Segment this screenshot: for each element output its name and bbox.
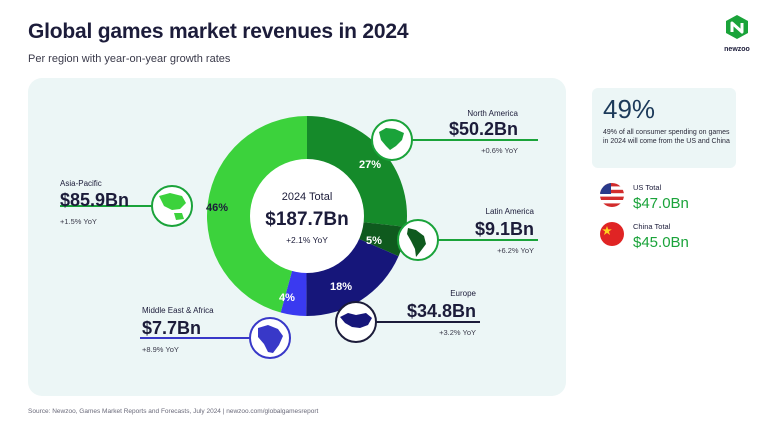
us-total-value: $47.0Bn — [633, 195, 689, 212]
latin-america-map-icon — [397, 219, 439, 261]
slice-percent-europe: 18% — [330, 281, 352, 293]
callout-name-middle-east-africa: Middle East & Africa — [142, 306, 214, 315]
europe-map-icon — [335, 301, 377, 343]
callout-value-asia-pacific: $85.9Bn — [60, 190, 129, 210]
callout-value-latin-america: $9.1Bn — [475, 219, 534, 239]
callout-growth-asia-pacific: +1.5% YoY — [60, 217, 97, 226]
logo-text: newzoo — [724, 46, 750, 53]
callout-growth-north-america: +0.6% YoY — [481, 146, 518, 155]
page-subtitle: Per region with year-on-year growth rate… — [28, 53, 231, 65]
slice-percent-north-america: 27% — [359, 159, 381, 171]
center-label: 2024 Total — [282, 191, 333, 203]
source-note: Source: Newzoo, Games Market Reports and… — [28, 408, 319, 415]
slice-percent-middle-east-africa: 4% — [279, 292, 295, 304]
callout-growth-latin-america: +6.2% YoY — [497, 246, 534, 255]
callout-growth-europe: +3.2% YoY — [439, 328, 476, 337]
asia-pacific-map-icon — [151, 185, 193, 227]
page-title: Global games market revenues in 2024 — [28, 20, 409, 43]
callout-value-north-america: $50.2Bn — [449, 119, 518, 139]
north-america-map-icon — [371, 119, 413, 161]
callout-growth-middle-east-africa: +8.9% YoY — [142, 345, 179, 354]
slice-percent-latin-america: 5% — [366, 235, 382, 247]
us-flag-icon — [600, 183, 624, 207]
newzoo-logo-icon — [726, 15, 748, 39]
callout-name-asia-pacific: Asia-Pacific — [60, 179, 102, 188]
callout-name-north-america: North America — [467, 109, 518, 118]
newzoo-logo: newzoo — [717, 14, 757, 53]
callout-name-europe: Europe — [450, 289, 476, 298]
callout-value-middle-east-africa: $7.7Bn — [142, 318, 201, 338]
center-growth: +2.1% YoY — [286, 235, 328, 245]
donut-hole — [250, 159, 364, 273]
share-percent: 49% — [603, 94, 656, 124]
share-text: 49% of all consumer spending on games in… — [603, 129, 730, 145]
center-value: $187.7Bn — [265, 209, 348, 230]
callout-name-latin-america: Latin America — [486, 207, 535, 216]
middle-east-africa-map-icon — [249, 317, 291, 359]
slice-percent-asia-pacific: 46% — [206, 202, 228, 214]
us-total-label: US Total — [633, 183, 662, 192]
china-flag-icon — [600, 222, 624, 246]
china-total-value: $45.0Bn — [633, 234, 689, 251]
china-total-label: China Total — [633, 222, 671, 231]
callout-value-europe: $34.8Bn — [407, 301, 476, 321]
stats-panel — [592, 88, 736, 168]
